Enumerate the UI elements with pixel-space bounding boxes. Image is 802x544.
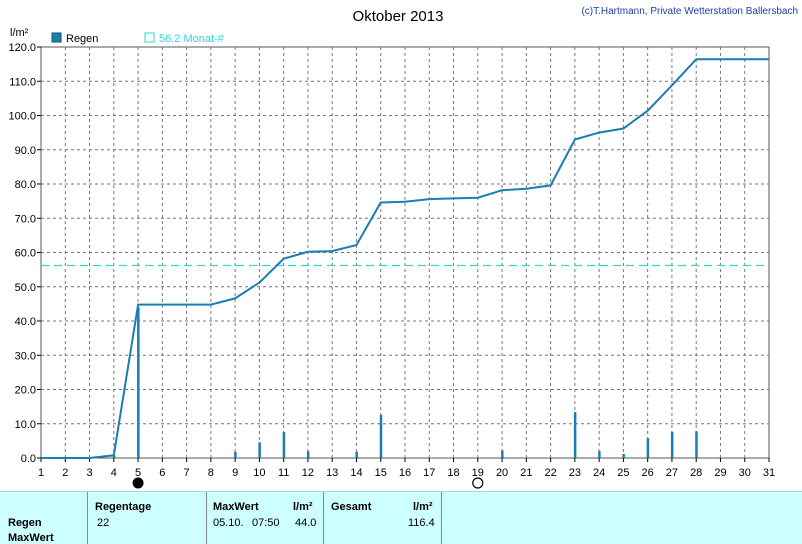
chart-title: Oktober 2013: [353, 8, 444, 25]
footer-divider: [87, 492, 88, 544]
regentage-value: 22: [97, 517, 110, 529]
x-tick-label: 9: [232, 467, 238, 479]
x-tick-label: 15: [375, 467, 387, 479]
x-tick-label: 17: [423, 467, 435, 479]
maxwert-unit: l/m²: [293, 501, 313, 513]
gesamt-unit: l/m²: [413, 501, 433, 513]
legend-rain-label: Regen: [66, 33, 98, 45]
x-tick-label: 20: [496, 467, 508, 479]
full-moon-icon: [472, 477, 484, 489]
legend-mean-swatch: [144, 32, 155, 43]
gesamt-value: 116.4: [408, 517, 435, 529]
x-tick-label: 21: [520, 467, 532, 479]
x-tick-label: 7: [184, 467, 190, 479]
y-tick-label: 70.0: [15, 213, 36, 225]
rain-bar: [234, 451, 237, 458]
maxwert-value: 44.0: [295, 517, 317, 529]
x-tick-label: 29: [714, 467, 726, 479]
x-tick-label: 25: [617, 467, 629, 479]
x-tick-label: 6: [159, 467, 165, 479]
rain-bar: [379, 414, 383, 458]
rain-bar: [137, 307, 140, 458]
x-tick-label: 22: [544, 467, 556, 479]
x-tick-label: 19: [472, 467, 484, 479]
credit-text: (c)T.Hartmann, Private Wetterstation Bal…: [581, 6, 798, 17]
y-tick-label: 90.0: [15, 145, 36, 157]
maxwert-date: 05.10.: [213, 517, 244, 529]
y-tick-label: 60.0: [15, 248, 36, 260]
maxwert-label: MaxWert: [213, 501, 259, 513]
new-moon-icon: [132, 477, 144, 489]
x-tick-label: 11: [278, 467, 289, 479]
legend-mean-label: 56.2 Monat-#: [159, 33, 225, 45]
y-tick-label: 50.0: [15, 282, 36, 294]
x-tick-label: 27: [666, 467, 678, 479]
regentage-label: Regentage: [95, 501, 152, 513]
x-tick-label: 1: [38, 467, 44, 479]
footer-divider: [441, 492, 442, 544]
rain-bar: [355, 451, 358, 458]
rain-bar: [501, 450, 504, 458]
footer-divider: [323, 492, 324, 544]
x-tick-label: 10: [253, 467, 265, 479]
rain-bar: [598, 451, 601, 458]
y-tick-label: 40.0: [15, 316, 36, 328]
x-tick-label: 2: [62, 467, 68, 479]
x-tick-label: 28: [690, 467, 702, 479]
plot-area: 0.0 10.0 20.0 30.0 40.0 50.0 60.0 70.0 80.0 90.0 1…: [8, 42, 775, 489]
x-tick-label: 23: [569, 467, 581, 479]
cumulative-rain-line: [41, 58, 769, 459]
x-tick-label: 8: [208, 467, 214, 479]
y-tick-label: 10.0: [15, 419, 36, 431]
rain-bar: [573, 412, 577, 458]
x-tick-label: 30: [739, 467, 751, 479]
rain-bar: [622, 453, 625, 458]
y-tick-label: 110.0: [9, 76, 36, 88]
x-tick-label: 16: [399, 467, 411, 479]
y-tick-label: 100.0: [8, 111, 36, 123]
x-tick-label: 14: [350, 467, 362, 479]
y-tick-label: 80.0: [15, 179, 36, 191]
footer-row-regen-label: Regen: [8, 517, 42, 529]
y-axis-unit: l/m²: [10, 27, 29, 39]
x-tick-label: 3: [86, 467, 92, 479]
rain-bar: [695, 431, 698, 458]
rain-bar: [258, 442, 261, 458]
y-tick-label: 0.0: [21, 453, 36, 465]
x-tick-label: 24: [593, 467, 605, 479]
maxwert-time: 07:50: [252, 517, 280, 529]
summary-panel: Regen MaxWert Regentage 22 MaxWert l/m² …: [0, 491, 802, 544]
legend-rain-swatch: [51, 32, 62, 43]
gesamt-label: Gesamt: [331, 501, 372, 513]
x-tick-label: 31: [763, 467, 775, 479]
rain-bar: [282, 431, 286, 458]
y-tick-label: 20.0: [15, 385, 36, 397]
x-tick-label: 12: [302, 467, 314, 479]
rain-chart: Oktober 2013 (c)T.Hartmann, Private Wett…: [8, 6, 798, 489]
x-tick-label: 4: [111, 467, 117, 479]
rain-bar: [112, 455, 116, 458]
rain-bar: [646, 438, 650, 458]
x-tick-label: 13: [326, 467, 338, 479]
footer-divider: [206, 492, 207, 544]
footer-row-maxwert-label: MaxWert: [8, 532, 54, 544]
y-tick-label: 30.0: [15, 350, 36, 362]
y-tick-label: 120.0: [8, 42, 36, 54]
rain-bar: [670, 431, 674, 458]
x-tick-label: 18: [447, 467, 459, 479]
rain-bar: [306, 451, 310, 458]
x-tick-label: 5: [135, 467, 141, 479]
x-tick-label: 26: [642, 467, 654, 479]
